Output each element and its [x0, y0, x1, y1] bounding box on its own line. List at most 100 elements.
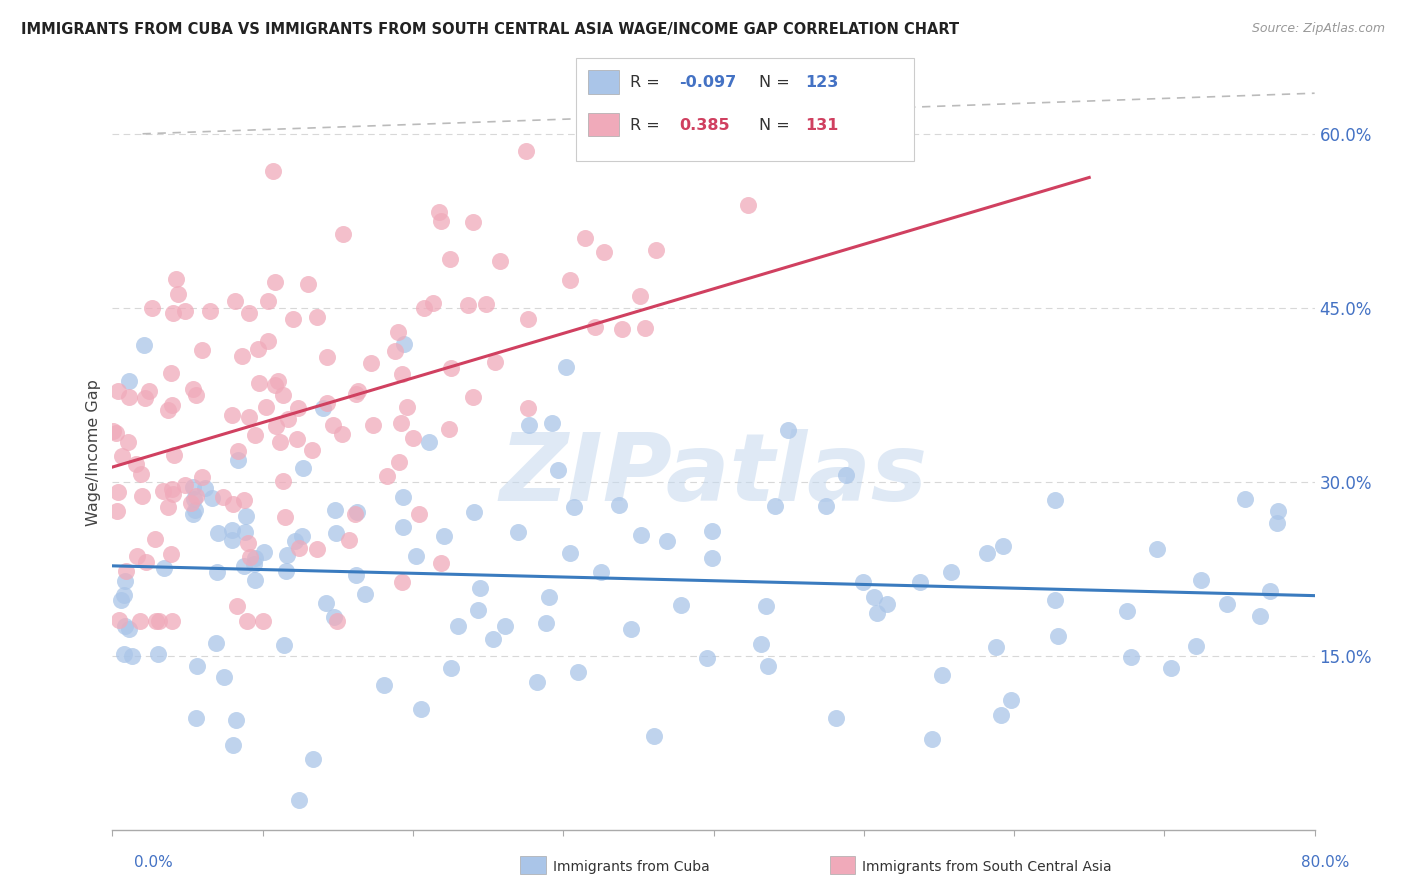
Point: [405, 549, 427, 563]
Point: [547, 463, 569, 477]
Point: [332, 227, 354, 241]
Point: [257, 293, 280, 308]
Point: [264, 419, 287, 434]
Point: [422, 295, 444, 310]
Point: [515, 145, 537, 159]
Point: [343, 507, 366, 521]
Point: [114, 619, 136, 633]
Point: [408, 507, 430, 521]
Point: [776, 424, 799, 438]
Point: [437, 422, 460, 436]
Point: [560, 546, 582, 560]
Point: [1249, 609, 1271, 624]
Point: [160, 398, 183, 412]
Point: [643, 729, 665, 743]
Point: [517, 311, 540, 326]
Point: [239, 550, 262, 565]
Point: [470, 581, 492, 595]
Point: [211, 490, 233, 504]
Point: [148, 614, 170, 628]
Point: [238, 306, 260, 320]
Point: [312, 401, 335, 416]
Point: [433, 529, 456, 543]
Point: [344, 567, 367, 582]
Point: [1146, 542, 1168, 557]
Point: [330, 427, 353, 442]
Point: [134, 338, 156, 352]
Point: [274, 510, 297, 524]
Point: [593, 245, 616, 260]
Point: [162, 487, 184, 501]
Point: [384, 343, 406, 358]
Point: [991, 539, 1014, 553]
Point: [612, 322, 634, 336]
Point: [186, 658, 208, 673]
Point: [526, 674, 548, 689]
Point: [233, 493, 256, 508]
Text: IMMIGRANTS FROM CUBA VS IMMIGRANTS FROM SOUTH CENTRAL ASIA WAGE/INCOME GAP CORRE: IMMIGRANTS FROM CUBA VS IMMIGRANTS FROM …: [21, 22, 959, 37]
Text: -0.097: -0.097: [679, 76, 737, 90]
Point: [360, 355, 382, 369]
Point: [876, 597, 898, 611]
Point: [655, 533, 678, 548]
Point: [190, 470, 212, 484]
Point: [538, 591, 561, 605]
Point: [200, 304, 222, 318]
Point: [181, 480, 204, 494]
Point: [221, 533, 243, 547]
Point: [221, 408, 243, 422]
Point: [264, 378, 287, 392]
Point: [607, 498, 630, 512]
Point: [908, 575, 931, 590]
Point: [273, 638, 295, 652]
Point: [246, 342, 269, 356]
Point: [1267, 504, 1289, 518]
Point: [238, 409, 260, 424]
Point: [353, 587, 375, 601]
Point: [461, 215, 484, 229]
Point: [763, 499, 786, 513]
Point: [322, 417, 344, 432]
Point: [114, 588, 136, 602]
Point: [583, 320, 606, 334]
Point: [1046, 629, 1069, 643]
Point: [1265, 516, 1288, 531]
Point: [285, 432, 308, 446]
Point: [558, 273, 581, 287]
Point: [143, 532, 166, 546]
Point: [1215, 597, 1237, 611]
Point: [536, 616, 558, 631]
Point: [276, 548, 298, 562]
Text: R =: R =: [630, 119, 665, 133]
Point: [288, 793, 311, 807]
Point: [461, 390, 484, 404]
Text: R =: R =: [630, 76, 665, 90]
Point: [247, 376, 270, 390]
Point: [825, 711, 848, 725]
Point: [375, 468, 398, 483]
Point: [207, 526, 229, 541]
Point: [201, 491, 224, 505]
Point: [236, 536, 259, 550]
Point: [392, 520, 415, 534]
Point: [269, 434, 291, 449]
Point: [391, 367, 413, 381]
Point: [183, 507, 205, 521]
Point: [402, 431, 425, 445]
Point: [1234, 492, 1257, 507]
Point: [1045, 593, 1067, 607]
Point: [287, 541, 309, 555]
Point: [645, 243, 668, 257]
Point: [152, 483, 174, 498]
Point: [174, 477, 197, 491]
Point: [173, 303, 195, 318]
Point: [939, 566, 962, 580]
Point: [254, 400, 277, 414]
Point: [391, 574, 413, 589]
Point: [134, 391, 156, 405]
Point: [1160, 661, 1182, 675]
Point: [180, 496, 202, 510]
Point: [287, 401, 309, 415]
Point: [865, 606, 887, 620]
Point: [233, 524, 256, 539]
